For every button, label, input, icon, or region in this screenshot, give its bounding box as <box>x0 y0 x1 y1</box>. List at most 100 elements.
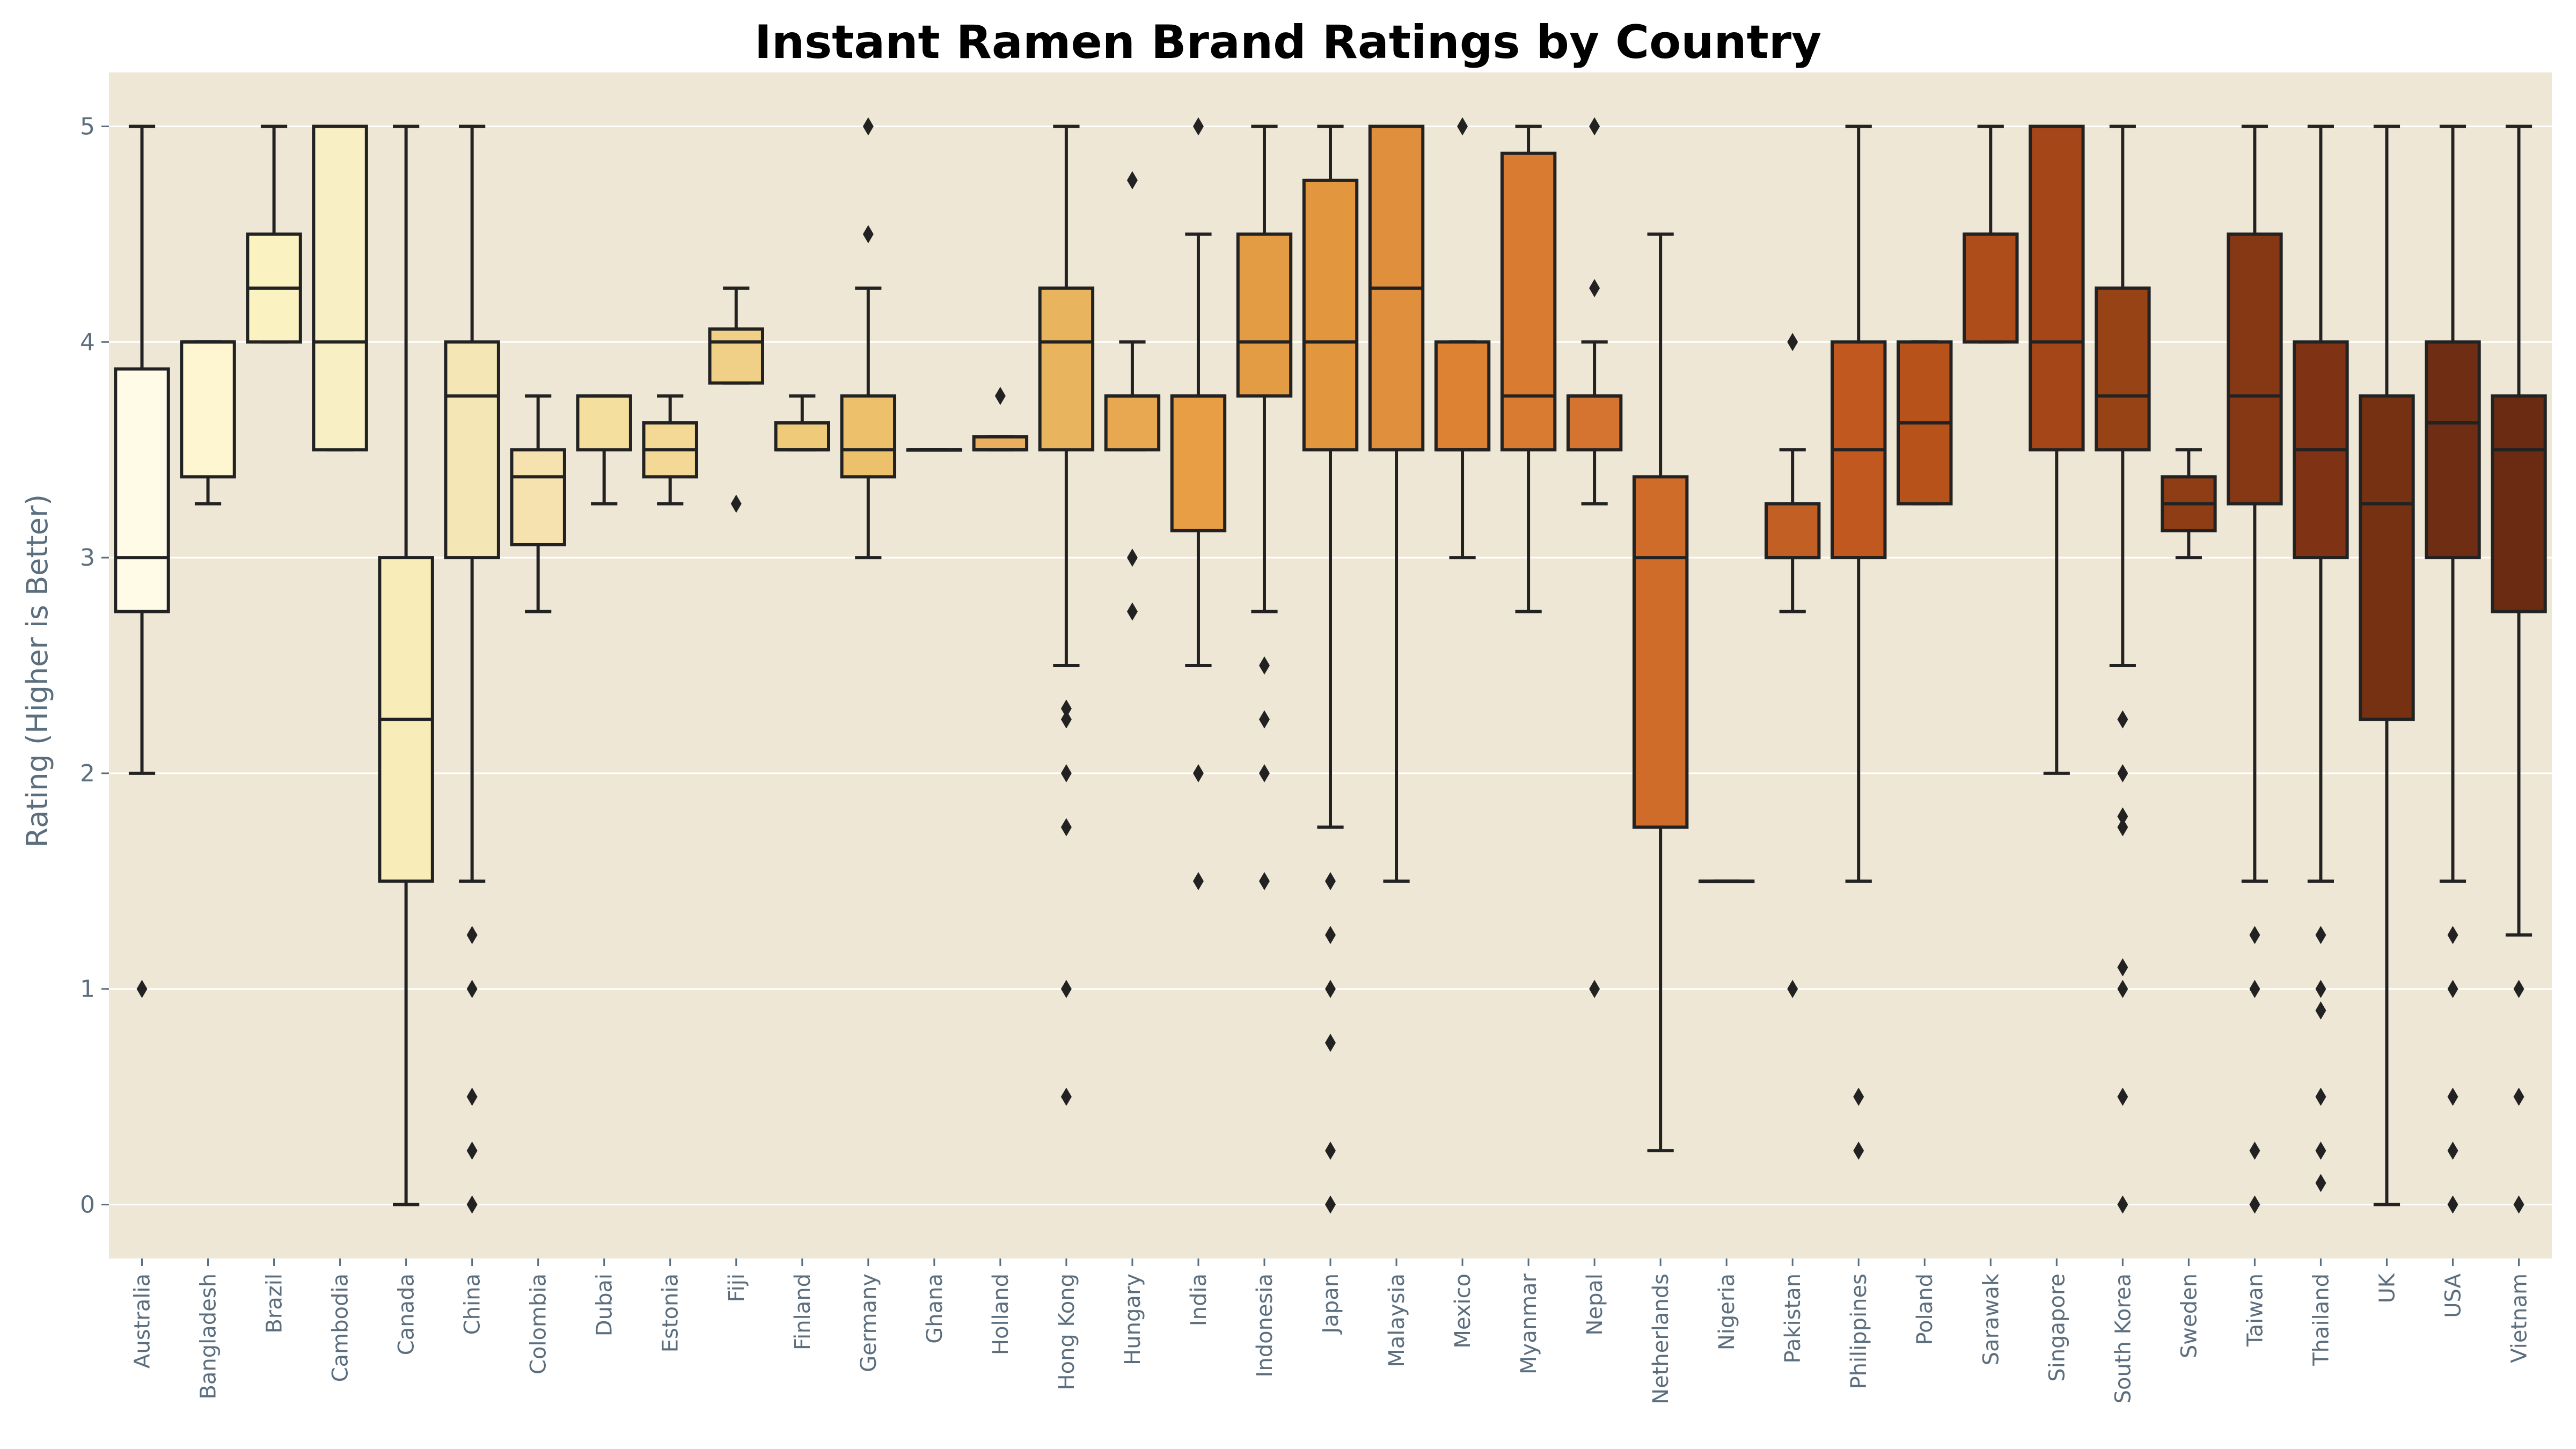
box-iqr <box>1566 394 1623 452</box>
outlier-point <box>2249 926 2260 945</box>
outlier-point <box>1589 117 1600 136</box>
outlier-point <box>1325 872 1336 890</box>
x-tick-label: Colombia <box>526 1274 551 1374</box>
box-sweden <box>2161 448 2217 560</box>
outlier-point <box>2447 1087 2458 1106</box>
outlier-point <box>466 1087 478 1106</box>
box-iqr <box>972 435 1029 452</box>
outlier-point <box>1787 979 1798 998</box>
box-hong-kong <box>1038 125 1095 1106</box>
outlier-point <box>862 117 874 136</box>
outlier-point <box>2117 764 2128 782</box>
outlier-point <box>2447 1141 2458 1160</box>
outlier-point <box>1457 117 1468 136</box>
outlier-point <box>1192 872 1204 890</box>
x-tick-label: Bangladesh <box>196 1274 221 1400</box>
outlier-point <box>1325 979 1336 998</box>
box-dubai <box>576 394 632 506</box>
outlier-point <box>1325 1141 1336 1160</box>
box-thailand <box>2293 125 2349 1192</box>
box-iqr <box>576 394 632 452</box>
y-tick-label: 1 <box>80 976 95 1003</box>
x-tick-label: Fiji <box>724 1274 749 1302</box>
box-iqr <box>180 340 236 479</box>
x-tick-label: Indonesia <box>1253 1274 1277 1377</box>
outlier-point <box>1126 602 1138 621</box>
box-japan <box>1302 125 1359 1214</box>
box-iqr <box>2029 125 2085 452</box>
box-iqr <box>2491 394 2547 613</box>
x-tick-label: Germany <box>857 1274 881 1372</box>
box-iqr <box>1434 340 1491 452</box>
box-iqr <box>1963 232 2019 344</box>
outlier-point <box>2513 1087 2524 1106</box>
box-iqr <box>2095 286 2151 452</box>
box-bangladesh <box>180 340 236 506</box>
box-nepal <box>1566 117 1623 998</box>
outlier-point <box>1258 764 1270 782</box>
box-iqr <box>510 448 566 546</box>
x-tick-label: Hungary <box>1121 1274 1145 1365</box>
y-axis-label: Rating (Higher is Better) <box>20 494 54 847</box>
box-vietnam <box>2491 125 2547 1214</box>
outlier-point <box>2249 979 2260 998</box>
x-tick-label: Nepal <box>1583 1274 1607 1336</box>
x-tick-label: Finland <box>791 1274 815 1350</box>
y-tick-label: 2 <box>80 760 95 787</box>
x-tick-label: Dubai <box>592 1274 617 1336</box>
x-tick-label: Poland <box>1913 1274 1937 1345</box>
box-australia <box>114 125 170 998</box>
x-tick-label: Philippines <box>1847 1274 1871 1389</box>
outlier-point <box>1060 1087 1072 1106</box>
x-tick-label: Brazil <box>262 1274 287 1334</box>
box-cambodia <box>312 125 368 452</box>
outlier-point <box>1060 710 1072 729</box>
box-estonia <box>642 394 698 506</box>
box-south-korea <box>2095 125 2151 1214</box>
outlier-point <box>2447 926 2458 945</box>
box-colombia <box>510 394 566 613</box>
x-tick-label: Holland <box>989 1274 1013 1355</box>
x-tick-label: Australia <box>130 1274 155 1368</box>
box-hungary <box>1104 171 1161 621</box>
outlier-point <box>1589 279 1600 297</box>
outlier-point <box>2117 807 2128 826</box>
box-iqr <box>1632 475 1689 829</box>
x-tick-label: Estonia <box>658 1274 683 1352</box>
box-iqr <box>312 125 368 452</box>
box-holland <box>972 386 1029 452</box>
outlier-point <box>2513 979 2524 998</box>
box-iqr <box>1500 151 1557 452</box>
outlier-point <box>1060 979 1072 998</box>
box-iqr <box>1302 178 1359 452</box>
outlier-point <box>1853 1087 1864 1106</box>
box-fiji <box>708 286 764 513</box>
y-tick-label: 0 <box>80 1191 95 1219</box>
box-malaysia <box>1368 125 1425 883</box>
x-tick-label: Thailand <box>2309 1274 2333 1366</box>
box-iqr <box>1236 232 1293 398</box>
x-tick-label: India <box>1187 1274 1211 1326</box>
outlier-point <box>994 386 1006 405</box>
box-poland <box>1897 340 1953 506</box>
outlier-point <box>2447 1195 2458 1214</box>
x-tick-label: Nigeria <box>1715 1274 1739 1350</box>
outlier-point <box>2117 1087 2128 1106</box>
x-tick-label: UK <box>2375 1272 2399 1303</box>
x-tick-label: Ghana <box>923 1274 947 1344</box>
box-iqr <box>774 421 830 452</box>
y-tick-label: 5 <box>80 113 95 140</box>
box-india <box>1170 117 1227 890</box>
x-tick-label: Taiwan <box>2243 1274 2267 1347</box>
outlier-point <box>1853 1141 1864 1160</box>
y-tick-label: 3 <box>80 544 95 572</box>
outlier-point <box>1258 710 1270 729</box>
box-iqr <box>840 394 897 479</box>
outlier-point <box>466 926 478 945</box>
box-nigeria <box>1698 879 1755 883</box>
x-tick-label: South Korea <box>2111 1274 2135 1403</box>
box-philippines <box>1831 125 1887 1160</box>
outlier-point <box>1060 699 1072 718</box>
outlier-point <box>1126 548 1138 567</box>
box-mexico <box>1434 117 1491 560</box>
